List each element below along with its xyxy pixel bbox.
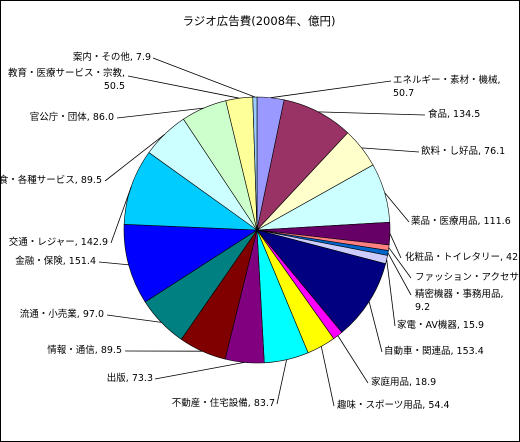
leader-line	[368, 301, 383, 353]
chart-title: ラジオ広告費(2008年、億円)	[182, 14, 335, 28]
slice-label: エネルギー・素材・機械, 50.7	[393, 74, 501, 99]
slice-label: 外食・各種サービス, 89.5	[1, 174, 102, 186]
slice-label: 趣味・スポーツ用品, 54.4	[337, 399, 450, 411]
leader-line	[386, 259, 396, 327]
leader-line	[361, 147, 420, 153]
leader-line	[152, 57, 256, 98]
slice-labels: エネルギー・素材・機械, 50.7 食品, 134.5 飲料・し好品, 76.1 薬品・…	[1, 51, 519, 411]
leader-line	[384, 192, 410, 223]
leader-line	[337, 335, 369, 384]
leader-line	[154, 362, 245, 380]
pie-slice	[123, 224, 258, 303]
slice-label: 食品, 134.5	[428, 108, 480, 120]
slice-label: 自動車・関連品, 153.4	[384, 345, 484, 357]
slice-label: 家電・AV機器, 15.9	[397, 319, 484, 331]
slice-label: 情報・通信, 89.5	[47, 344, 122, 356]
slice-label: ファッション・アクセサリー, 10.5	[415, 272, 519, 283]
slice-label: 化粧品・トイレタリー, 42.1	[405, 251, 519, 263]
leader-line	[320, 346, 335, 407]
slice-label: 不動産・住宅設備, 83.7	[172, 397, 275, 409]
slice-label: 教育・医療サービス・宗教, 50.5	[8, 67, 125, 92]
slice-label: 金融・保険, 151.4	[15, 255, 96, 267]
leader-line	[104, 133, 165, 182]
slice-label: 流通・小売業, 97.0	[20, 308, 104, 320]
slice-label: 家庭用品, 18.9	[371, 376, 436, 388]
leader-line	[116, 107, 204, 119]
slice-label: 交通・レジャー, 142.9	[9, 236, 108, 248]
pie-slices	[123, 96, 391, 364]
slice-label: 案内・その他, 7.9	[73, 51, 151, 63]
leader-line	[127, 75, 240, 99]
slice-label: 飲料・し好品, 76.1	[421, 145, 505, 157]
leader-line	[388, 247, 412, 279]
slice-label: 薬品・医療用品, 111.6	[411, 215, 511, 227]
slice-label: 官公庁・団体, 86.0	[30, 111, 114, 123]
slice-label: 出版, 73.3	[107, 372, 153, 384]
slice-label: 精密機器・事務用品, 9.2	[415, 288, 504, 313]
leader-line	[106, 314, 162, 323]
leader-lines	[98, 57, 426, 407]
leader-line	[276, 359, 287, 405]
leader-line	[98, 261, 129, 266]
leader-line	[270, 80, 392, 99]
pie-slice	[256, 229, 386, 333]
leader-line	[110, 186, 132, 244]
leader-line	[389, 233, 402, 259]
leader-line	[387, 252, 412, 296]
leader-line	[318, 111, 426, 116]
